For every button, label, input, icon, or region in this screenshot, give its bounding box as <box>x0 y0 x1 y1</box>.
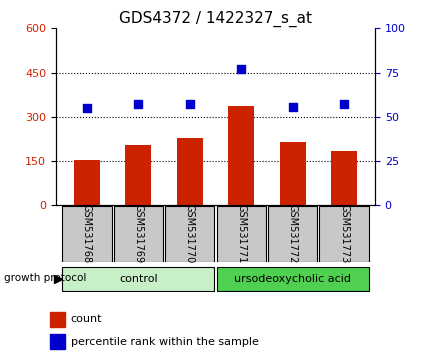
Bar <box>331 151 356 205</box>
Bar <box>228 107 254 205</box>
Point <box>186 102 193 107</box>
Point <box>340 102 347 107</box>
Bar <box>50 334 65 349</box>
Text: GSM531771: GSM531771 <box>236 204 246 263</box>
FancyBboxPatch shape <box>62 267 214 291</box>
Bar <box>279 142 305 205</box>
Point <box>135 102 141 107</box>
Bar <box>74 160 99 205</box>
Text: GSM531768: GSM531768 <box>82 204 92 263</box>
Bar <box>50 312 65 327</box>
Title: GDS4372 / 1422327_s_at: GDS4372 / 1422327_s_at <box>119 11 311 27</box>
Bar <box>125 145 151 205</box>
FancyBboxPatch shape <box>165 206 214 262</box>
Bar <box>176 138 202 205</box>
Text: GSM531773: GSM531773 <box>338 204 348 263</box>
FancyBboxPatch shape <box>62 206 111 262</box>
Text: count: count <box>71 314 102 324</box>
Text: GSM531770: GSM531770 <box>184 204 194 263</box>
Text: GSM531772: GSM531772 <box>287 204 297 263</box>
Text: percentile rank within the sample: percentile rank within the sample <box>71 337 258 347</box>
FancyBboxPatch shape <box>114 206 163 262</box>
Text: growth protocol: growth protocol <box>4 273 86 283</box>
FancyBboxPatch shape <box>216 267 368 291</box>
Point <box>83 105 90 111</box>
FancyBboxPatch shape <box>216 206 265 262</box>
Text: ursodeoxycholic acid: ursodeoxycholic acid <box>233 274 350 284</box>
Point <box>289 104 295 110</box>
FancyBboxPatch shape <box>319 206 368 262</box>
Point <box>237 66 244 72</box>
Text: control: control <box>119 274 157 284</box>
FancyBboxPatch shape <box>267 206 316 262</box>
Text: GSM531769: GSM531769 <box>133 204 143 263</box>
